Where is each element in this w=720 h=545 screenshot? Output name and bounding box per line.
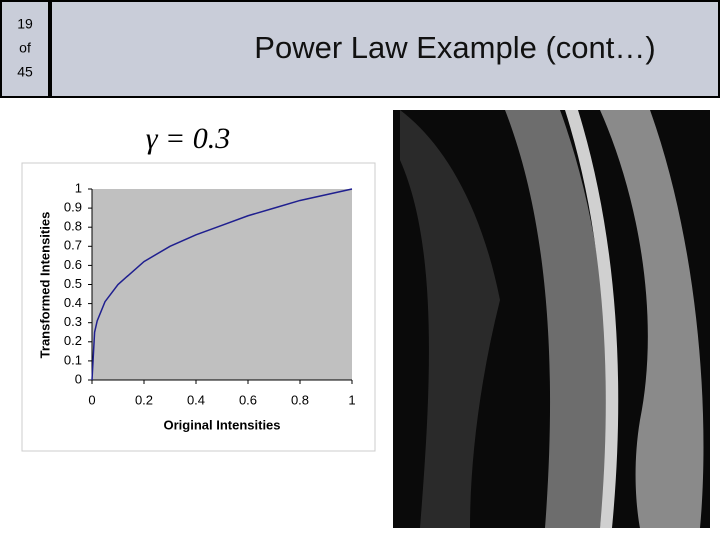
y-tick-label: 1 bbox=[75, 180, 82, 195]
y-tick-label: 0 bbox=[75, 371, 82, 386]
y-tick-label: 0.6 bbox=[64, 257, 82, 272]
plot-area bbox=[92, 189, 352, 380]
y-tick-label: 0.1 bbox=[64, 352, 82, 367]
title-bar bbox=[50, 0, 720, 98]
y-tick-label: 0.9 bbox=[64, 200, 82, 215]
slide-number-box bbox=[0, 0, 50, 98]
x-tick-label: 1 bbox=[348, 392, 355, 407]
slide-title: Power Law Example (cont…) bbox=[254, 30, 655, 65]
image-tissue bbox=[600, 110, 704, 528]
y-tick-label: 0.5 bbox=[64, 276, 82, 291]
x-axis-title: Original Intensities bbox=[163, 417, 280, 432]
y-tick-label: 0.8 bbox=[64, 219, 82, 234]
y-axis-title: Transformed Intensities bbox=[37, 212, 52, 359]
mri-image bbox=[393, 110, 710, 528]
y-tick-label: 0.3 bbox=[64, 314, 82, 329]
y-tick-label: 0.7 bbox=[64, 238, 82, 253]
slide-current: 19 bbox=[17, 16, 33, 32]
image-spine bbox=[505, 110, 608, 528]
x-tick-label: 0.4 bbox=[187, 392, 205, 407]
x-tick-label: 0.2 bbox=[135, 392, 153, 407]
slide-total: 45 bbox=[17, 64, 33, 80]
x-tick-label: 0 bbox=[88, 392, 95, 407]
gamma-label: γ = 0.3 bbox=[146, 122, 231, 155]
image-cord bbox=[565, 110, 619, 528]
x-tick-label: 0.6 bbox=[239, 392, 257, 407]
slide-of: of bbox=[19, 40, 31, 56]
y-tick-label: 0.2 bbox=[64, 333, 82, 348]
image-shadow bbox=[400, 110, 500, 528]
data-line bbox=[91, 188, 353, 381]
y-tick-label: 0.4 bbox=[64, 295, 82, 310]
x-tick-label: 0.8 bbox=[291, 392, 309, 407]
